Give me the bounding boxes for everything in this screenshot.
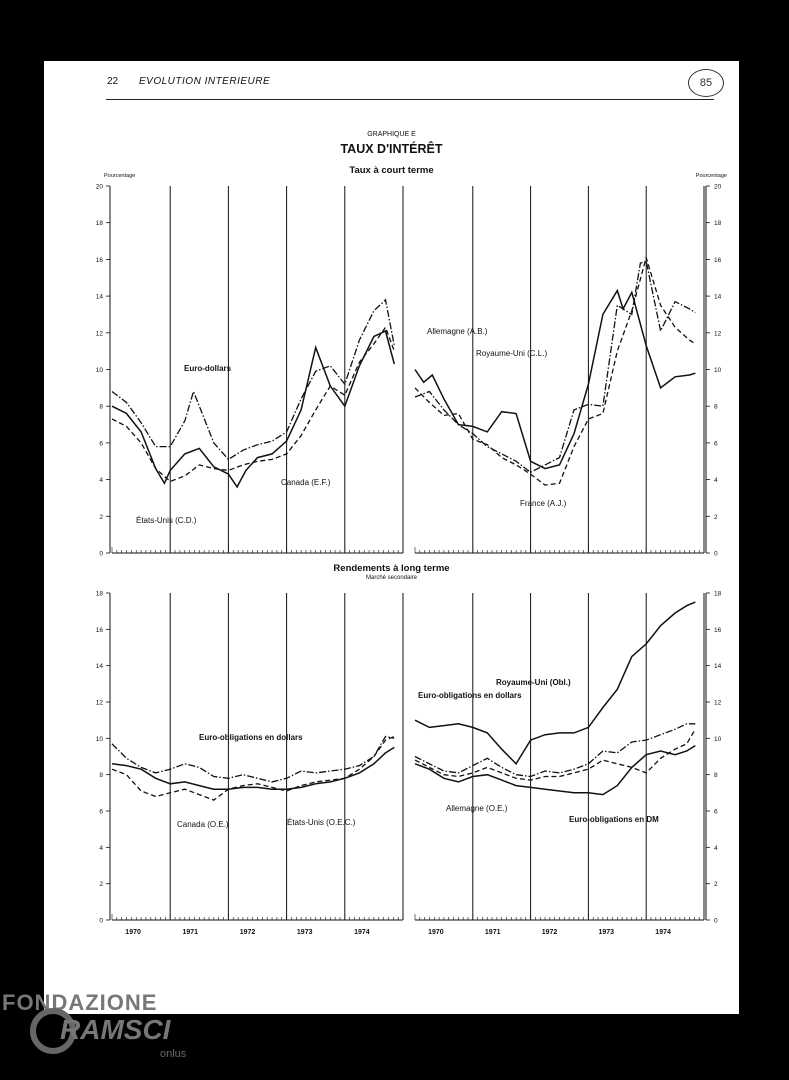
y-tick-label: 14 bbox=[96, 294, 104, 301]
series-line-long-right-3 bbox=[414, 744, 696, 796]
x-tick-label: 1972 bbox=[240, 929, 256, 936]
x-tick-label: 1971 bbox=[485, 929, 501, 936]
series-line-long-left-1 bbox=[111, 735, 395, 801]
long-term-subtitle: Marché secondaire bbox=[365, 575, 418, 581]
y-tick-label: 4 bbox=[714, 845, 718, 852]
y-tick-label: 0 bbox=[99, 918, 103, 925]
figure-title: TAUX D'INTÉRÊT bbox=[340, 142, 443, 156]
y-tick-label: 6 bbox=[99, 809, 103, 816]
series-line-short-left-2 bbox=[111, 325, 395, 483]
y-tick-label: 10 bbox=[96, 736, 104, 743]
y-tick-label: 12 bbox=[96, 330, 104, 337]
y-tick-label: 14 bbox=[714, 294, 722, 301]
page-number: 22 bbox=[107, 76, 119, 87]
series-line-long-right-1 bbox=[414, 723, 696, 778]
y-tick-label: 20 bbox=[96, 184, 104, 191]
series-label: Canada (E.F.) bbox=[281, 478, 331, 487]
y-tick-label: 0 bbox=[99, 551, 103, 558]
y-tick-label: 8 bbox=[99, 404, 103, 411]
y-tick-label: 12 bbox=[714, 330, 722, 337]
figure-label: GRAPHIQUE E bbox=[367, 131, 416, 138]
series-label: Euro-obligations en dollars bbox=[418, 691, 522, 700]
y-tick-label: 2 bbox=[714, 514, 718, 521]
watermark-line2: RAMSCI bbox=[60, 1014, 171, 1045]
y-tick-label: 6 bbox=[99, 440, 103, 447]
series-line-short-right-2 bbox=[414, 255, 696, 486]
y-tick-label: 4 bbox=[99, 845, 103, 852]
watermark-logo: FONDAZIONE RAMSCI onlus bbox=[0, 990, 220, 1070]
series-line-short-left-1 bbox=[111, 329, 396, 489]
y-tick-label: 10 bbox=[714, 736, 722, 743]
y-tick-label: 12 bbox=[714, 700, 722, 707]
long-term-title: Rendements à long terme bbox=[333, 563, 450, 574]
x-tick-label: 1974 bbox=[655, 929, 671, 936]
y-tick-label: 4 bbox=[714, 477, 718, 484]
y-tick-label: 6 bbox=[714, 440, 718, 447]
watermark-line1: FONDAZIONE bbox=[2, 990, 158, 1015]
y-tick-label: 10 bbox=[96, 367, 104, 374]
y-unit-label: Pourcentage bbox=[696, 173, 727, 179]
series-line-short-right-0 bbox=[414, 288, 696, 470]
x-tick-label: 1973 bbox=[599, 929, 615, 936]
x-tick-label: 1972 bbox=[542, 929, 558, 936]
y-tick-label: 6 bbox=[714, 809, 718, 816]
y-unit-label: Pourcentage bbox=[104, 173, 135, 179]
series-label: Euro-obligations en DM bbox=[569, 815, 659, 824]
series-label: États-Unis (C.D.) bbox=[136, 516, 197, 525]
y-tick-label: 8 bbox=[99, 772, 103, 779]
series-label: Euro-dollars bbox=[184, 364, 232, 373]
y-tick-label: 16 bbox=[714, 627, 722, 634]
x-tick-label: 1974 bbox=[354, 929, 370, 936]
y-tick-label: 10 bbox=[714, 367, 722, 374]
y-tick-label: 2 bbox=[714, 881, 718, 888]
x-tick-label: 1973 bbox=[297, 929, 313, 936]
y-tick-label: 12 bbox=[96, 700, 104, 707]
series-label: Euro-obligations en dollars bbox=[199, 733, 303, 742]
watermark-g-mark bbox=[30, 1008, 76, 1054]
interest-rate-charts: 02468101214161820PourcentageEuro-dollars… bbox=[96, 173, 727, 936]
document-page: 22 EVOLUTION INTERIEURE 85 GRAPHIQUE E T… bbox=[44, 61, 739, 1014]
series-label: États-Unis (O.E.C.) bbox=[287, 818, 356, 827]
series-label: Allemagne (O.E.) bbox=[446, 804, 508, 813]
series-label: France (A.J.) bbox=[520, 499, 567, 508]
y-tick-label: 14 bbox=[96, 663, 104, 670]
header-rule bbox=[106, 99, 714, 100]
y-tick-label: 18 bbox=[714, 591, 722, 598]
y-tick-label: 8 bbox=[714, 404, 718, 411]
x-tick-label: 1971 bbox=[183, 929, 199, 936]
y-tick-label: 4 bbox=[99, 477, 103, 484]
series-line-long-left-2 bbox=[111, 746, 395, 790]
y-tick-label: 18 bbox=[96, 220, 104, 227]
series-label: Allemagne (A.B.) bbox=[427, 327, 488, 336]
series-line-long-right-2 bbox=[414, 728, 696, 781]
series-line-short-right-1 bbox=[414, 260, 696, 474]
y-tick-label: 18 bbox=[714, 220, 722, 227]
archive-stamp: 85 bbox=[688, 69, 724, 97]
y-tick-label: 16 bbox=[96, 627, 104, 634]
y-tick-label: 0 bbox=[714, 918, 718, 925]
y-tick-label: 2 bbox=[99, 881, 103, 888]
running-header-title: EVOLUTION INTERIEURE bbox=[139, 76, 271, 87]
x-tick-label: 1970 bbox=[125, 929, 141, 936]
series-line-long-right-0 bbox=[414, 601, 696, 766]
y-tick-label: 16 bbox=[96, 257, 104, 264]
x-tick-label: 1970 bbox=[428, 929, 444, 936]
y-tick-label: 14 bbox=[714, 663, 722, 670]
y-tick-label: 16 bbox=[714, 257, 722, 264]
short-term-title: Taux à court terme bbox=[349, 165, 434, 176]
y-tick-label: 20 bbox=[714, 184, 722, 191]
watermark-line3: onlus bbox=[160, 1048, 187, 1060]
series-label: Royaume-Uni (Obl.) bbox=[496, 678, 571, 687]
series-label: Canada (O.E.) bbox=[177, 820, 229, 829]
y-tick-label: 0 bbox=[714, 551, 718, 558]
series-label: Royaume-Uni (C.L.) bbox=[476, 349, 547, 358]
y-tick-label: 8 bbox=[714, 772, 718, 779]
y-tick-label: 2 bbox=[99, 514, 103, 521]
y-tick-label: 18 bbox=[96, 591, 104, 598]
series-line-short-left-0 bbox=[111, 298, 395, 461]
